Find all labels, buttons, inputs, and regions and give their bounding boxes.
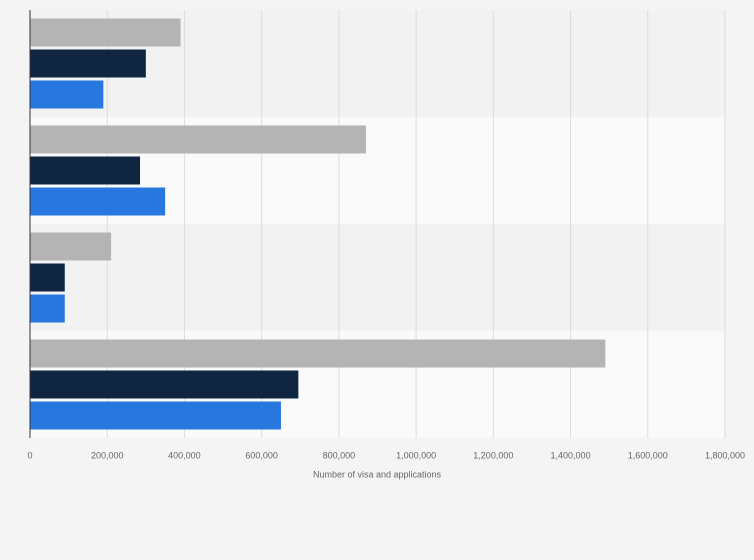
bar [30, 339, 606, 368]
category-band [30, 224, 725, 331]
x-tick-label: 0 [27, 450, 32, 460]
x-tick-label: 600,000 [245, 450, 278, 460]
bar [30, 263, 65, 292]
x-axis-title: Number of visa and applications [313, 469, 442, 479]
x-tick-label: 1,400,000 [551, 450, 591, 460]
bar [30, 80, 104, 109]
bar [30, 232, 112, 261]
bar [30, 125, 366, 154]
x-tick-label: 200,000 [91, 450, 124, 460]
bar [30, 49, 146, 78]
bar [30, 187, 166, 216]
x-tick-label: 400,000 [168, 450, 201, 460]
x-tick-label: 1,600,000 [628, 450, 668, 460]
bar [30, 370, 299, 399]
bar [30, 294, 65, 323]
bar [30, 156, 141, 185]
x-tick-label: 800,000 [323, 450, 356, 460]
x-tick-label: 1,800,000 [705, 450, 745, 460]
x-tick-label: 1,200,000 [473, 450, 513, 460]
bar [30, 18, 181, 47]
bar [30, 401, 281, 430]
x-tick-label: 1,000,000 [396, 450, 436, 460]
